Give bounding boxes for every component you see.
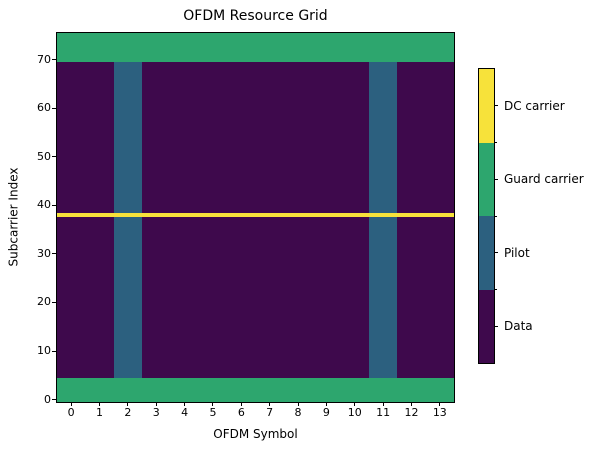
x-tick-label: 8 [294,406,302,419]
x-tick-mark [439,402,441,406]
x-tick-mark [212,402,214,406]
x-tick-label: 1 [96,406,104,419]
y-tick-mark [52,59,56,61]
y-tick-label: 0 [44,392,51,406]
chart-title: OFDM Resource Grid [183,8,328,24]
x-tick-label: 4 [181,406,189,419]
colorbar-boundary-tick [494,142,497,143]
y-tick-label: 30 [37,246,51,260]
pilot-column [368,62,398,378]
x-tick-label: 7 [266,406,274,419]
y-tick-mark [52,253,56,255]
x-tick-mark [410,402,412,406]
colorbar-segment [479,69,494,143]
x-tick-label: 12 [404,406,419,419]
colorbar-tick [494,105,498,107]
x-tick-mark [269,402,271,406]
y-tick-label: 10 [37,344,51,358]
x-tick-label: 3 [152,406,160,419]
colorbar-segment [479,216,494,290]
x-axis-label: OFDM Symbol [213,427,298,441]
x-tick-mark [354,402,356,406]
colorbar-label: Pilot [504,245,530,260]
x-tick-mark [382,402,384,406]
colorbar-tick [494,252,498,254]
y-tick-mark [52,399,56,401]
x-tick-mark [325,402,327,406]
heatmap-plot-frame [56,32,455,403]
colorbar-label: DC carrier [504,98,565,113]
dc-carrier-row [57,212,454,218]
x-tick-label: 13 [432,406,447,419]
colorbar-tick [494,178,498,180]
guard-band [57,377,454,402]
y-tick-mark [52,350,56,352]
x-tick-label: 11 [376,406,391,419]
x-tick-label: 6 [237,406,245,419]
x-tick-label: 2 [124,406,132,419]
x-tick-label: 5 [209,406,217,419]
x-tick-mark [99,402,101,406]
heatmap-plot-area [57,33,454,402]
y-tick-label: 70 [37,52,51,66]
y-tick-mark [52,204,56,206]
colorbar-segment [479,142,494,216]
guard-band [57,33,454,63]
colorbar [478,68,495,364]
colorbar-boundary-tick [494,289,497,290]
x-tick-mark [127,402,129,406]
x-tick-mark [297,402,299,406]
pilot-column [113,62,143,378]
x-tick-label: 10 [347,406,362,419]
y-tick-label: 40 [37,198,51,212]
colorbar-tick [494,325,498,327]
colorbar-segment [479,289,494,363]
x-tick-mark [155,402,157,406]
x-tick-label: 9 [322,406,330,419]
x-tick-mark [240,402,242,406]
y-tick-mark [52,156,56,158]
colorbar-label: Data [504,319,533,334]
y-tick-mark [52,107,56,109]
y-tick-label: 60 [37,101,51,115]
x-tick-mark [70,402,72,406]
colorbar-boundary-tick [494,215,497,217]
colorbar-label: Guard carrier [504,172,584,187]
y-tick-label: 20 [37,295,51,309]
x-tick-label: 0 [67,406,75,419]
y-tick-label: 50 [37,149,51,163]
y-tick-mark [52,301,56,303]
x-tick-mark [184,402,186,406]
